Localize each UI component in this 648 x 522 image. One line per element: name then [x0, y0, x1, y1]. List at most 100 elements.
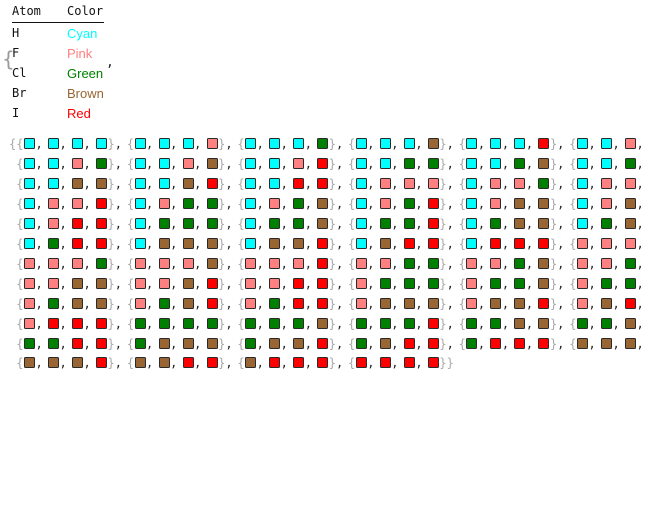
- color-swatch: [47, 237, 59, 249]
- comma: ,: [612, 336, 620, 351]
- color-swatch: [625, 297, 637, 309]
- color-swatch: [269, 337, 281, 349]
- comma: ,: [170, 176, 178, 191]
- combination-row: {,,,},{,,,},{,,,},{,,,},{,,,},{,,,},: [0, 237, 648, 257]
- comma: ,: [501, 316, 510, 331]
- comma: ,: [525, 336, 534, 351]
- comma: ,: [367, 316, 375, 331]
- tuple-open-brace: {: [16, 156, 24, 171]
- comma: ,: [391, 296, 399, 311]
- tuple-close-brace: }: [107, 156, 115, 171]
- comma: ,: [612, 256, 620, 271]
- comma: ,: [391, 137, 399, 151]
- color-swatch: [96, 217, 108, 229]
- comma: ,: [194, 176, 202, 191]
- color-swatch: [182, 138, 194, 149]
- tuple-open-brace: {: [569, 296, 577, 311]
- color-swatch: [538, 257, 550, 269]
- tuple-open-brace: {: [348, 196, 356, 211]
- comma: ,: [525, 156, 534, 171]
- color-swatch: [206, 297, 218, 309]
- tuple-open-brace: {: [569, 336, 577, 351]
- comma: ,: [557, 137, 565, 151]
- comma: ,: [557, 236, 565, 251]
- comma: ,: [35, 196, 43, 211]
- color-swatch: [47, 337, 59, 349]
- comma: ,: [612, 137, 620, 151]
- color-swatch: [293, 277, 305, 289]
- color-swatch: [317, 237, 329, 249]
- color-swatch: [427, 237, 439, 249]
- comma: ,: [304, 356, 312, 371]
- comma: ,: [59, 296, 67, 311]
- comma: ,: [367, 156, 375, 171]
- comma: ,: [391, 276, 399, 291]
- tuple-open-brace: {: [458, 156, 466, 171]
- tuple-open-brace: {: [126, 236, 135, 251]
- color-swatch: [466, 257, 478, 269]
- comma: ,: [477, 276, 486, 291]
- color-swatch: [625, 157, 637, 169]
- comma: ,: [146, 296, 154, 311]
- color-swatch: [47, 197, 59, 209]
- color-swatch: [538, 337, 550, 349]
- tuple-open-brace: {: [569, 137, 577, 151]
- tuple-close-brace: }: [218, 236, 226, 251]
- comma: ,: [59, 156, 67, 171]
- color-swatch: [96, 337, 108, 349]
- comma: ,: [114, 216, 122, 231]
- color-swatch: [23, 237, 35, 249]
- tuple-open-brace: {: [237, 356, 245, 371]
- color-swatch: [538, 138, 550, 149]
- color-swatch: [514, 177, 526, 189]
- tuple-close-brace: }: [328, 156, 336, 171]
- comma: ,: [501, 176, 510, 191]
- comma: ,: [146, 356, 154, 371]
- comma: ,: [367, 196, 375, 211]
- tuple-open-brace: {: [237, 216, 245, 231]
- comma: ,: [636, 276, 644, 291]
- comma: ,: [501, 236, 510, 251]
- color-swatch: [514, 277, 526, 289]
- tuple-open-brace: {: [569, 236, 577, 251]
- color-swatch: [379, 138, 391, 149]
- tuple-open-brace: {: [16, 276, 24, 291]
- color-swatch: [269, 157, 281, 169]
- color-swatch: [514, 138, 526, 149]
- comma: ,: [59, 356, 67, 371]
- color-swatch: [72, 297, 84, 309]
- color-swatch: [245, 337, 257, 349]
- tuple-open-brace: {: [569, 316, 577, 331]
- color-swatch: [72, 217, 84, 229]
- comma: ,: [612, 296, 620, 311]
- color-swatch: [355, 337, 367, 349]
- comma: ,: [194, 156, 202, 171]
- comma: ,: [391, 196, 399, 211]
- comma: ,: [304, 176, 312, 191]
- color-swatch: [403, 337, 415, 349]
- comma: ,: [170, 137, 178, 151]
- color-swatch: [317, 138, 329, 149]
- comma: ,: [35, 216, 43, 231]
- color-swatch: [379, 337, 391, 349]
- comma: ,: [446, 316, 454, 331]
- color-swatch: [23, 317, 35, 329]
- tuple-open-brace: {: [237, 176, 245, 191]
- tuple-close-brace: }: [439, 336, 447, 351]
- color-swatch: [134, 257, 146, 269]
- tuple-open-brace: {: [348, 356, 356, 371]
- color-swatch: [269, 317, 281, 329]
- color-swatch: [23, 217, 35, 229]
- comma: ,: [588, 216, 596, 231]
- tuple-open-brace: {: [126, 156, 135, 171]
- color-swatch: [625, 217, 637, 229]
- tuple-close-brace: }: [328, 276, 336, 291]
- tuple-open-brace: {: [458, 176, 466, 191]
- comma: ,: [367, 176, 375, 191]
- tuple-open-brace: {: [569, 276, 577, 291]
- color-swatch: [514, 197, 526, 209]
- color-swatch: [269, 197, 281, 209]
- color-swatch: [158, 177, 170, 189]
- color-swatch: [490, 317, 502, 329]
- comma: ,: [501, 256, 510, 271]
